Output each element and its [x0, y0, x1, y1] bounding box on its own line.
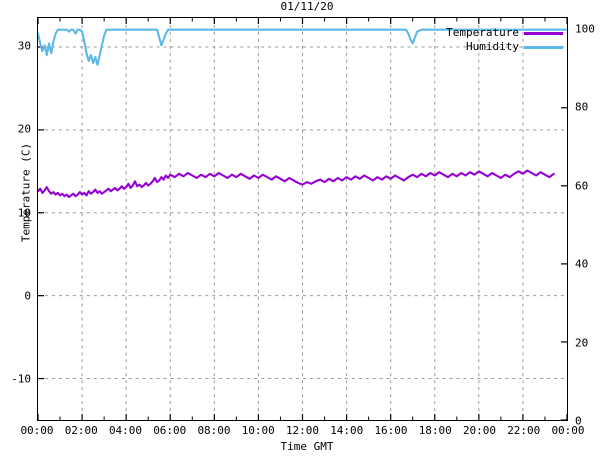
- y-axis-left-tick-label: 10: [17, 206, 31, 220]
- legend-label-humidity: Humidity: [466, 40, 519, 53]
- series-lines: [38, 28, 567, 199]
- y-axis-right-tick-label: 20: [575, 336, 589, 350]
- x-axis-tick-label: 02:00: [64, 424, 98, 437]
- legend-item-temperature: Temperature: [441, 26, 563, 40]
- legend-label-temperature: Temperature: [446, 26, 519, 39]
- x-axis-tick-label: 00:00: [20, 424, 54, 437]
- y-axis-right-tick-label: 40: [575, 257, 589, 271]
- x-axis-tick-label: 20:00: [462, 424, 497, 437]
- y-axis-left-title: Temperature (C): [19, 142, 33, 243]
- x-axis-tick-label: 08:00: [197, 424, 231, 437]
- x-axis-tick-label: 00:00: [551, 424, 585, 437]
- legend-swatch-humidity: [524, 45, 563, 49]
- y-axis-right-tick-label: 60: [575, 179, 589, 193]
- x-axis-tick-label: 12:00: [285, 424, 320, 437]
- x-axis-title: Time GMT: [280, 440, 334, 453]
- x-axis-tick-label: 04:00: [108, 424, 143, 437]
- legend-swatch-temperature: [524, 31, 563, 35]
- y-axis-right-tick-label: 0: [575, 414, 582, 428]
- y-axis-left-tick-label: 30: [17, 39, 31, 53]
- y-axis-left-tick-label: 20: [17, 122, 31, 136]
- y-axis-right-tick-label: 80: [575, 100, 589, 114]
- y-axis-right-tick-label: 100: [575, 22, 595, 36]
- x-axis-tick-label: 22:00: [507, 424, 541, 437]
- x-axis-tick-label: 14:00: [330, 424, 364, 437]
- x-axis-tick-label: 10:00: [241, 424, 275, 437]
- x-axis-tick-label: 16:00: [374, 424, 408, 437]
- legend: Temperature Humidity: [441, 26, 563, 54]
- chart-title: 01/11/20: [280, 0, 334, 13]
- y-axis-left-tick-label: 0: [24, 289, 31, 303]
- x-axis-tick-label: 18:00: [418, 424, 452, 437]
- y-axis-left-tick-label: -10: [11, 372, 31, 386]
- legend-item-humidity: Humidity: [441, 40, 563, 54]
- gridlines: [38, 18, 567, 420]
- plot-area: [37, 17, 568, 421]
- x-axis-tick-label: 06:00: [153, 424, 187, 437]
